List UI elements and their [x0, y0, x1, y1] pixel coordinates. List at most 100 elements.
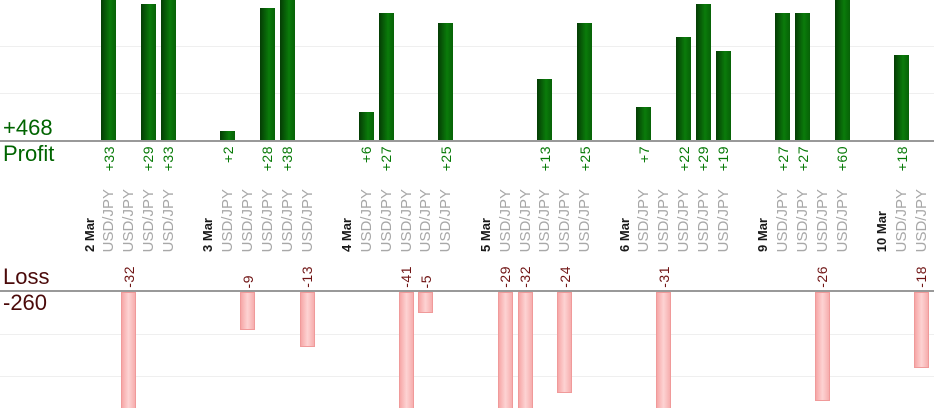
symbol-label: USD/JPY [714, 188, 732, 252]
profit-value-label: +2 [219, 146, 236, 163]
symbol-label: USD/JPY [694, 188, 712, 252]
symbol-label: USD/JPY [813, 188, 831, 252]
symbol-label: USD/JPY [437, 188, 455, 252]
date-label: 2 Mar [81, 218, 97, 252]
gridline [0, 46, 934, 47]
loss-value-label: -5 [417, 274, 434, 288]
symbol-label: USD/JPY [120, 188, 138, 252]
symbol-label: USD/JPY [377, 188, 395, 252]
profit-bar [695, 3, 711, 140]
profit-bar [160, 0, 176, 140]
profit-value-label: +33 [100, 146, 117, 172]
symbol-label: USD/JPY [258, 188, 276, 252]
symbol-label: USD/JPY [556, 188, 574, 252]
date-label: 10 Mar [874, 210, 890, 252]
profit-value-label: +33 [160, 146, 177, 172]
symbol-label: USD/JPY [139, 188, 157, 252]
loss-bar [517, 292, 533, 408]
profit-value-label: +29 [140, 146, 157, 172]
profit-value-label: +19 [715, 146, 732, 172]
profit-bar [378, 13, 394, 140]
symbol-label: USD/JPY [893, 188, 911, 252]
loss-bar [814, 292, 830, 402]
symbol-label: USD/JPY [397, 188, 415, 252]
loss-value-label: -32 [517, 266, 534, 288]
loss-bar [497, 292, 513, 408]
profit-bar [101, 0, 117, 140]
symbol-label: USD/JPY [576, 188, 593, 252]
symbol-label: USD/JPY [219, 188, 237, 252]
profit-value-label: +38 [279, 146, 296, 172]
loss-value-label: -29 [497, 266, 514, 288]
profit-value-label: +29 [695, 146, 712, 172]
profit-bar [358, 111, 374, 140]
loss-bar [121, 292, 137, 408]
profit-total: +468 [3, 115, 53, 140]
loss-bar [398, 292, 414, 408]
loss-value-label: -32 [120, 266, 137, 288]
symbol-label: USD/JPY [496, 188, 514, 252]
profit-bar [259, 8, 275, 140]
profit-bar [676, 36, 692, 140]
profit-bar [715, 50, 731, 140]
date-label: 9 Mar [755, 218, 771, 252]
loss-value-label: -18 [913, 266, 930, 288]
symbol-label: USD/JPY [100, 188, 118, 252]
profit-axis-line [0, 140, 934, 142]
profit-value-label: +22 [675, 146, 692, 172]
loss-bar [557, 292, 573, 393]
profit-bar [894, 55, 910, 140]
profit-value-label: +27 [774, 146, 791, 172]
symbol-label: USD/JPY [675, 188, 693, 252]
loss-bar [240, 292, 256, 330]
symbol-label: USD/JPY [516, 188, 534, 252]
loss-bar [656, 292, 672, 408]
symbol-label: USD/JPY [912, 188, 930, 252]
symbol-label: USD/JPY [298, 188, 316, 252]
profit-bar [537, 78, 553, 140]
symbol-label: USD/JPY [357, 188, 375, 252]
profit-value-label: +27 [378, 146, 395, 172]
loss-value-label: -13 [299, 266, 316, 288]
symbol-label: USD/JPY [635, 188, 653, 252]
symbol-label: USD/JPY [833, 188, 851, 252]
profit-bar [279, 0, 295, 140]
symbol-label: USD/JPY [239, 188, 257, 252]
loss-value-label: -24 [556, 266, 573, 288]
profit-bar [795, 13, 811, 140]
symbol-label: USD/JPY [417, 188, 435, 252]
profit-plot-area [0, 0, 934, 140]
profit-value-label: +25 [576, 146, 593, 172]
symbol-label: USD/JPY [774, 188, 792, 252]
date-label: 5 Mar [477, 218, 493, 252]
profit-bar [775, 13, 791, 140]
loss-value-label: -31 [655, 266, 672, 288]
loss-axis-title: Loss [3, 264, 50, 289]
symbol-label: USD/JPY [536, 188, 554, 252]
loss-value-label: -9 [239, 274, 256, 288]
loss-total: -260 [3, 290, 48, 315]
gridline [0, 376, 934, 377]
profit-axis-title: Profit [3, 141, 55, 166]
loss-bar [913, 292, 929, 368]
loss-axis-line [0, 290, 934, 292]
profit-value-label: +27 [794, 146, 811, 172]
symbol-label: USD/JPY [159, 188, 177, 252]
profit-bar [438, 22, 454, 140]
loss-value-label: -41 [398, 266, 415, 288]
profit-bar [636, 107, 652, 140]
profit-bar [577, 22, 592, 140]
loss-bar [418, 292, 434, 313]
loss-value-label: -26 [814, 266, 831, 288]
profit-bar [140, 3, 156, 140]
profit-value-label: +6 [358, 146, 375, 163]
profit-value-label: +18 [893, 146, 910, 172]
loss-bar [299, 292, 315, 347]
loss-plot-area [0, 292, 934, 408]
date-label: 4 Mar [339, 218, 355, 252]
symbol-label: USD/JPY [278, 188, 296, 252]
gridline [0, 93, 934, 94]
profit-bar [834, 0, 850, 140]
profit-bar [220, 130, 236, 140]
